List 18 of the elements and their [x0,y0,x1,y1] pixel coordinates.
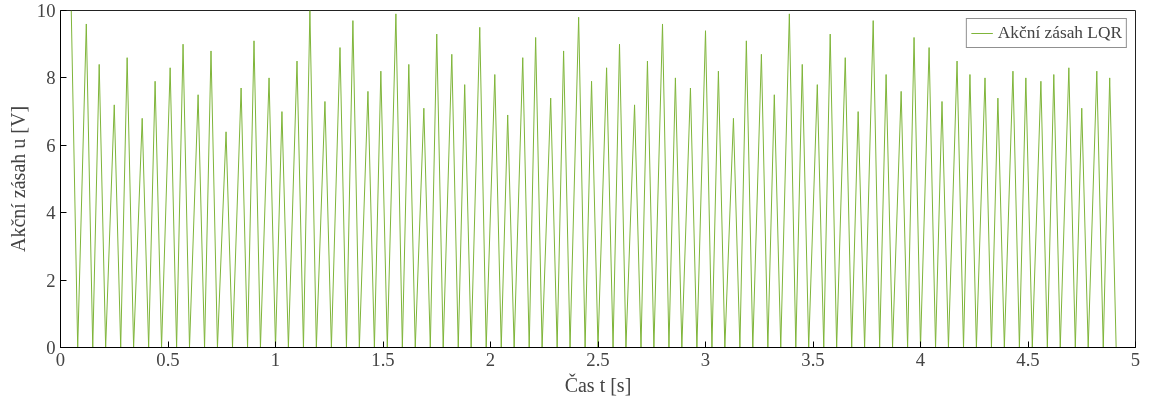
y-tick-label: 10 [36,0,56,21]
y-tick-label: 2 [46,269,56,291]
x-tick-label: 3.5 [801,348,825,370]
x-tick-label: 3 [700,348,711,370]
x-tick-label: 1 [270,348,281,370]
x-tick-label: 5 [1130,348,1141,370]
y-axis-title: Akční zásah u [V] [6,105,29,253]
legend-label: Akční zásah LQR [997,23,1122,43]
x-tick-label: 0.5 [156,348,180,370]
y-tick-label: 8 [46,67,56,89]
x-tick-label: 1.5 [371,348,395,370]
y-tick-label: 4 [46,202,57,224]
y-tick-label: 6 [46,134,56,156]
x-tick-label: 4 [915,348,926,370]
x-axis-title: Čas t [s] [564,372,632,396]
x-tick-label: 2.5 [586,348,610,370]
x-tick-label: 4.5 [1016,348,1040,370]
x-tick-label: 2 [485,348,496,370]
